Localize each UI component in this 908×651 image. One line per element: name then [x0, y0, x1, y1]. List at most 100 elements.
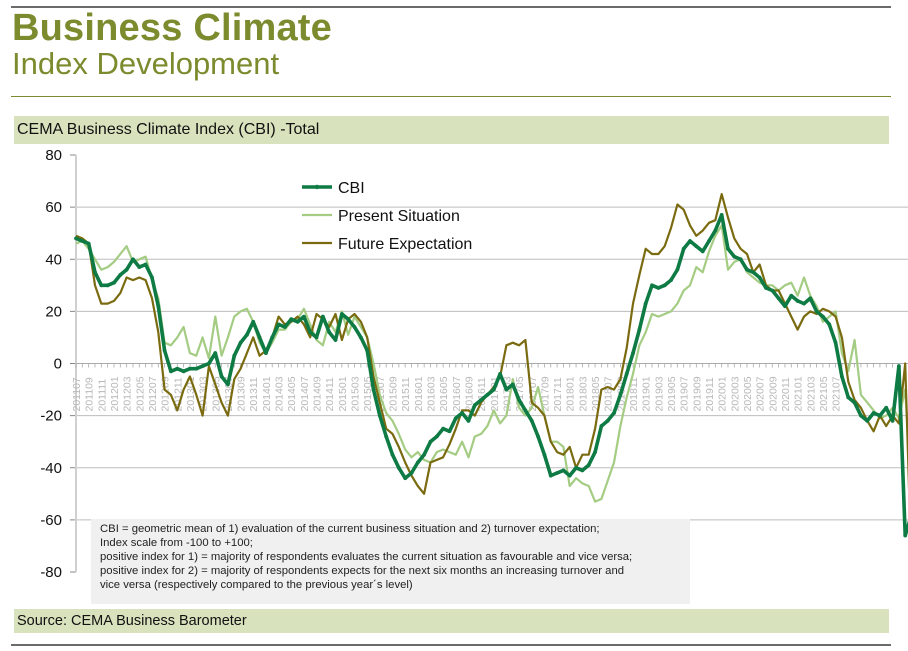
cbi-point [821, 314, 825, 319]
cbi-point [510, 382, 515, 387]
x-tick-label: 202011 [780, 377, 792, 411]
cbi-point [802, 301, 806, 306]
x-tick-label: 201409 [312, 376, 324, 411]
cbi-point [852, 400, 857, 405]
cbi-point [903, 533, 908, 538]
cbi-point [542, 452, 547, 457]
cbi-point [624, 372, 629, 376]
cbi-point [434, 434, 439, 439]
cbi-point [232, 353, 237, 358]
cbi-point [770, 288, 775, 293]
x-tick-label: 202103 [805, 376, 817, 411]
cbi-point [567, 473, 572, 478]
cbi-point [574, 465, 578, 470]
cbi-point [188, 366, 192, 371]
cbi-point [732, 254, 737, 259]
cbi-point [561, 468, 566, 473]
x-tick-label: 201201 [109, 376, 121, 411]
cbi-point [599, 424, 604, 428]
cbi-point [282, 325, 287, 329]
cbi-point [257, 335, 262, 340]
cbi-point [504, 387, 509, 392]
x-tick-label: 201305 [210, 376, 222, 411]
cbi-point [517, 398, 521, 402]
note-line: vice versa (respectively compared to the… [100, 579, 413, 591]
cbi-point [156, 304, 161, 309]
y-tick-label: -60 [40, 512, 62, 529]
cbi-point [270, 335, 275, 340]
cbi-point [403, 476, 408, 481]
cbi-point [162, 348, 167, 353]
cbi-point [447, 429, 452, 434]
series-line-future-expectation [75, 192, 908, 495]
cbi-point [656, 286, 661, 290]
x-tick-label: 201503 [350, 376, 362, 411]
cbi-point [124, 267, 129, 272]
cbi-point [295, 319, 300, 324]
x-tick-label: 201501 [337, 376, 349, 411]
cbi-point [719, 213, 724, 217]
source-text: Source: CEMA Business Barometer [17, 613, 247, 629]
cbi-point [605, 418, 610, 423]
cbi-point [301, 314, 306, 319]
cbi-point [745, 267, 749, 272]
x-tick-label: 202105 [818, 376, 830, 411]
legend-marker [314, 184, 320, 190]
cbi-point [390, 452, 395, 457]
series-line-cbi [75, 213, 908, 538]
x-tick-label: 201801 [565, 376, 577, 411]
x-tick-label: 201901 [641, 376, 653, 411]
note-line: CBI = geometric mean of 1) evaluation of… [100, 523, 600, 535]
x-tick-label: 201609 [463, 376, 475, 411]
divider [11, 96, 891, 97]
cbi-point [365, 348, 370, 353]
cbi-point [200, 364, 205, 369]
y-tick-label: -40 [40, 460, 62, 477]
chart-title: CEMA Business Climate Index (CBI) -Total [17, 121, 320, 138]
cbi-point [536, 434, 540, 439]
x-tick-label: 201109 [84, 377, 96, 411]
cbi-point [422, 452, 427, 457]
cbi-point [833, 340, 838, 345]
cbi-point [99, 283, 104, 288]
cbi-point [884, 405, 889, 410]
x-tick-label: 201411 [324, 377, 336, 411]
x-tick-label: 201909 [691, 376, 703, 411]
cbi-point [586, 463, 591, 468]
x-tick-label: 201203 [122, 376, 134, 411]
cbi-point [859, 413, 863, 418]
cbi-point [529, 418, 534, 423]
cbi-point [409, 471, 414, 475]
cbi-point [776, 296, 781, 301]
cbi-point [808, 296, 813, 301]
cbi-point [580, 468, 585, 473]
legend-label: Future Expectation [338, 236, 472, 253]
cbi-point [289, 317, 294, 322]
cbi-point [358, 335, 363, 340]
legend-label: Present Situation [338, 208, 460, 225]
x-tick-label: 201511 [400, 377, 412, 411]
x-tick-label: 201401 [261, 376, 273, 411]
cbi-point [485, 392, 490, 397]
cbi-point [384, 434, 389, 439]
cbi-point [827, 322, 832, 327]
cbi-point [618, 392, 623, 397]
legend-label: CBI [338, 180, 365, 197]
cbi-point [339, 312, 344, 316]
chart-header-band: CEMA Business Climate Index (CBI) -Total [14, 116, 889, 144]
cbi-point [865, 418, 870, 423]
cbi-point [264, 351, 268, 355]
y-tick-label: -20 [40, 408, 62, 425]
x-tick-label: 202005 [742, 376, 754, 411]
x-tick-label: 201907 [679, 376, 691, 411]
cbi-point [150, 275, 154, 280]
cbi-point [131, 257, 135, 262]
cbi-point [346, 317, 351, 322]
cbi-point [738, 257, 743, 262]
y-tick-label: -80 [40, 564, 62, 581]
cbi-point [441, 426, 446, 431]
cbi-point [194, 366, 199, 371]
x-tick-label: 201403 [274, 376, 286, 411]
x-tick-label: 201607 [451, 376, 463, 411]
cbi-point [169, 369, 173, 374]
